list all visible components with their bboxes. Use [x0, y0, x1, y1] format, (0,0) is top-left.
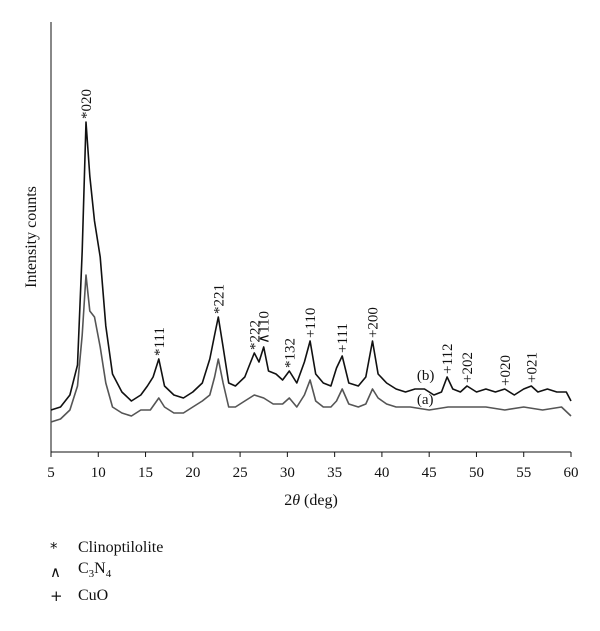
peak-label-111: +111: [335, 323, 351, 353]
peak-label-110: ∧110: [257, 311, 273, 344]
peak-label-020: *020: [79, 89, 95, 119]
peak-label-112: +112: [440, 344, 456, 374]
series-line-b: [50, 121, 572, 411]
x-axis-label-theta: θ: [292, 492, 300, 509]
peak-label-020: +020: [498, 355, 514, 386]
xrd-chart: 5 10 15 20 25 30 35 40 45 50 55 60 *020 *111 *221 *222…: [23, 22, 579, 509]
legend-label-cuo: CuO: [78, 587, 109, 604]
peak-label-202: +202: [460, 352, 476, 383]
peak-label-221: *221: [211, 284, 227, 314]
x-tick-label-55: 55: [516, 465, 531, 481]
x-tick-label-60: 60: [564, 465, 579, 481]
legend-symbol-asterisk: *: [50, 539, 58, 557]
series-label-a: (a): [417, 392, 434, 408]
legend: * Clinoptilolite ∧ C3N4 + CuO: [50, 536, 163, 608]
x-axis-label-number: 2: [284, 492, 292, 509]
legend-item-cuo: + CuO: [50, 584, 163, 608]
x-tick-label-50: 50: [469, 465, 484, 481]
legend-item-clinoptilolite: * Clinoptilolite: [50, 536, 163, 560]
x-tick-label-35: 35: [327, 465, 342, 481]
legend-item-c3n4: ∧ C3N4: [50, 560, 163, 584]
peak-label-111: *111: [152, 327, 168, 356]
x-tick-label-30: 30: [280, 465, 295, 481]
x-tick-label-5: 5: [47, 465, 55, 481]
x-tick-label-40: 40: [374, 465, 389, 481]
peak-label-222: *222: [247, 320, 263, 350]
legend-label-c3n4-c: C: [78, 560, 89, 578]
x-tick-label-25: 25: [233, 465, 248, 481]
y-axis-label: Intensity counts: [23, 186, 40, 288]
peak-labels: *020 *111 *221 *222∧110 *132 +110 +111 +200 +112…: [79, 89, 540, 386]
legend-symbol-caret: ∧: [50, 563, 61, 581]
series-group: [50, 121, 572, 423]
series-line-a: [50, 274, 572, 423]
legend-label-c3n4-sub4: 4: [105, 568, 112, 581]
x-ticks: [50, 452, 572, 457]
series-label-b: (b): [417, 368, 435, 384]
axes: [50, 22, 571, 453]
x-tick-labels: 5 10 15 20 25 30 35 40 45 50 55 60: [47, 465, 578, 481]
legend-label-c3n4-sub3: 3: [88, 568, 95, 581]
x-axis-label-unit: (deg): [300, 492, 338, 509]
x-tick-label-15: 15: [138, 465, 153, 481]
peak-label-021: +021: [524, 352, 540, 383]
series-labels: (b) (a): [417, 368, 435, 408]
x-tick-label-20: 20: [185, 465, 200, 481]
legend-label-c3n4: C3N4: [78, 557, 111, 586]
x-tick-label-10: 10: [91, 465, 106, 481]
legend-label-c3n4-n: N: [94, 560, 106, 578]
legend-label-clinoptilolite: Clinoptilolite: [78, 539, 164, 556]
peak-label-132: *132: [282, 338, 298, 368]
x-tick-label-45: 45: [422, 465, 437, 481]
x-axis-label: 2θ (deg): [284, 492, 338, 509]
peak-label-200: +200: [366, 307, 382, 338]
legend-symbol-plus: +: [50, 587, 63, 605]
peak-label-110: +110: [303, 308, 319, 338]
